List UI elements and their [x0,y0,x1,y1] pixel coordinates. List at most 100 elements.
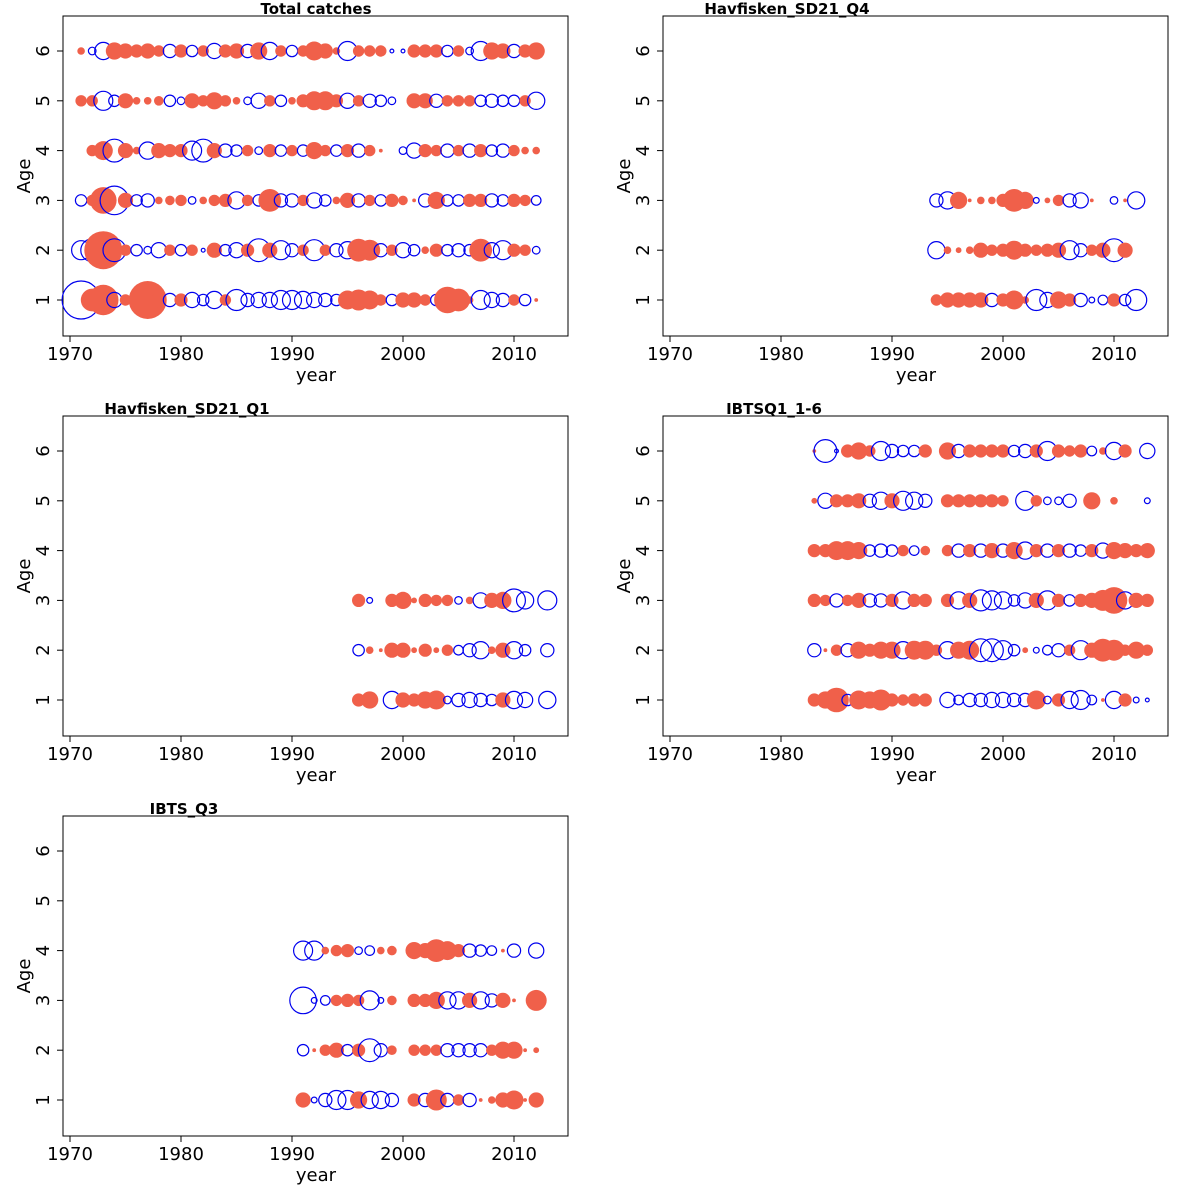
bubble-negative-residual [318,1092,333,1108]
panel-ibts-q3: IBTS_Q3 year Age 1970 1980 1990 2000 2010 1 2 3… [14,800,569,1186]
bubble-positive-residual [850,442,868,460]
bubble-negative-residual [130,194,143,207]
bubble-positive-residual [86,95,98,107]
bubble-negative-residual [465,46,475,56]
bubble-negative-residual [538,690,557,710]
bubble-positive-residual [465,596,474,605]
bubble-positive-residual [312,1048,317,1053]
bubble-positive-residual [495,642,511,658]
bubble-negative-residual [504,641,524,660]
bubble-positive-residual [395,292,411,308]
bubble-positive-residual [412,198,416,203]
bubble-negative-residual [360,1090,379,1110]
bubble-positive-residual [807,593,821,608]
bubble-positive-residual [395,692,411,708]
bubble-positive-residual [851,493,867,509]
bubble-positive-residual [1022,647,1029,654]
bubble-negative-residual [1051,643,1066,658]
bubble-negative-residual [130,243,143,257]
bubble-positive-residual [286,144,298,157]
bubble-negative-residual [451,242,466,258]
bubble-positive-residual [829,494,844,508]
bubble-negative-residual [441,44,454,58]
bubble-negative-residual [270,240,291,261]
bubble-negative-residual [1086,445,1098,457]
bubble-positive-residual [447,288,470,312]
bubble-positive-residual [263,144,277,158]
bubble-positive-residual [340,144,355,158]
bubbles [289,939,547,1111]
bubble-negative-residual [506,943,522,958]
bubble-positive-residual [1030,495,1043,507]
panel-ibtsq1-1-6: IBTSQ1_1-6 year Age 1970 1980 1990 2000 2010… [614,400,1169,786]
bubble-positive-residual [963,494,977,508]
bubble-positive-residual [841,494,855,508]
bubble-negative-residual [310,996,318,1004]
bubble-positive-residual [955,247,962,254]
bubble-positive-residual [907,693,921,707]
bubble-negative-residual [1073,242,1088,258]
bubble-positive-residual [950,191,968,209]
y-tick-label: 5 [33,95,54,106]
y-tick-label: 4 [633,545,654,556]
bubble-negative-residual [225,288,248,312]
bubble-positive-residual [495,992,511,1009]
bubble-positive-residual [219,294,232,306]
bubble-positive-residual [206,242,222,258]
bubble-positive-residual [1099,447,1107,455]
bubble-negative-residual [218,143,233,158]
bubble-positive-residual [165,195,175,206]
bubble-positive-residual [819,594,832,607]
x-tick-label: 2010 [491,744,537,765]
x-tick-label: 1970 [47,344,93,365]
bubble-negative-residual [357,1038,382,1063]
bubble-negative-residual [1042,695,1052,705]
bubble-positive-residual [1129,544,1143,558]
bubble-positive-residual [163,144,177,158]
bubble-positive-residual [262,242,278,258]
bubble-positive-residual [258,189,282,212]
bubble-positive-residual [418,593,432,608]
plot-frame [62,815,569,1137]
bubble-positive-residual [206,143,222,159]
bubble-negative-residual [454,596,463,605]
bubble-positive-residual [430,144,442,157]
bubble-negative-residual [518,643,532,657]
y-axis-title: Age [14,959,35,994]
bubble-positive-residual [430,594,442,607]
bubble-negative-residual [389,48,395,54]
bubble-positive-residual [77,47,85,55]
x-axis-title: year [296,365,337,386]
bubble-positive-residual [186,244,198,256]
bubble-negative-residual [1059,240,1080,261]
bubble-positive-residual [197,45,209,57]
bubble-negative-residual [261,291,278,309]
bubble-negative-residual [1032,646,1040,654]
bubble-positive-residual [807,544,821,558]
bubble-positive-residual [387,945,397,956]
bubble-positive-residual [350,1091,368,1109]
x-tick-label: 1970 [647,744,693,765]
bubble-negative-residual [462,943,477,958]
panel-havfisken-sd21-q4: Havfisken_SD21_Q4 year Age 1970 1980 1990 2… [614,0,1169,386]
bubble-positive-residual [352,95,365,107]
bubble-negative-residual [495,292,511,308]
bubble-positive-residual [915,640,935,660]
x-tick-label: 1970 [47,1144,93,1165]
bubble-negative-residual [1144,697,1150,703]
bubble-positive-residual [823,648,828,653]
bubble-positive-residual [205,92,223,110]
bubble-positive-residual [488,1096,496,1104]
bubble-positive-residual [1074,593,1088,608]
bubble-positive-residual [508,294,520,306]
bubble-negative-residual [187,195,197,205]
bubble-positive-residual [364,144,376,157]
bubble-positive-residual [218,44,232,58]
bubble-positive-residual [897,694,909,706]
bubble-positive-residual [441,95,454,107]
bubble-positive-residual [1107,293,1121,307]
bubble-positive-residual [329,94,343,108]
y-tick-label: 1 [633,294,654,305]
bubble-positive-residual [474,193,488,207]
bubble-negative-residual [250,291,267,309]
